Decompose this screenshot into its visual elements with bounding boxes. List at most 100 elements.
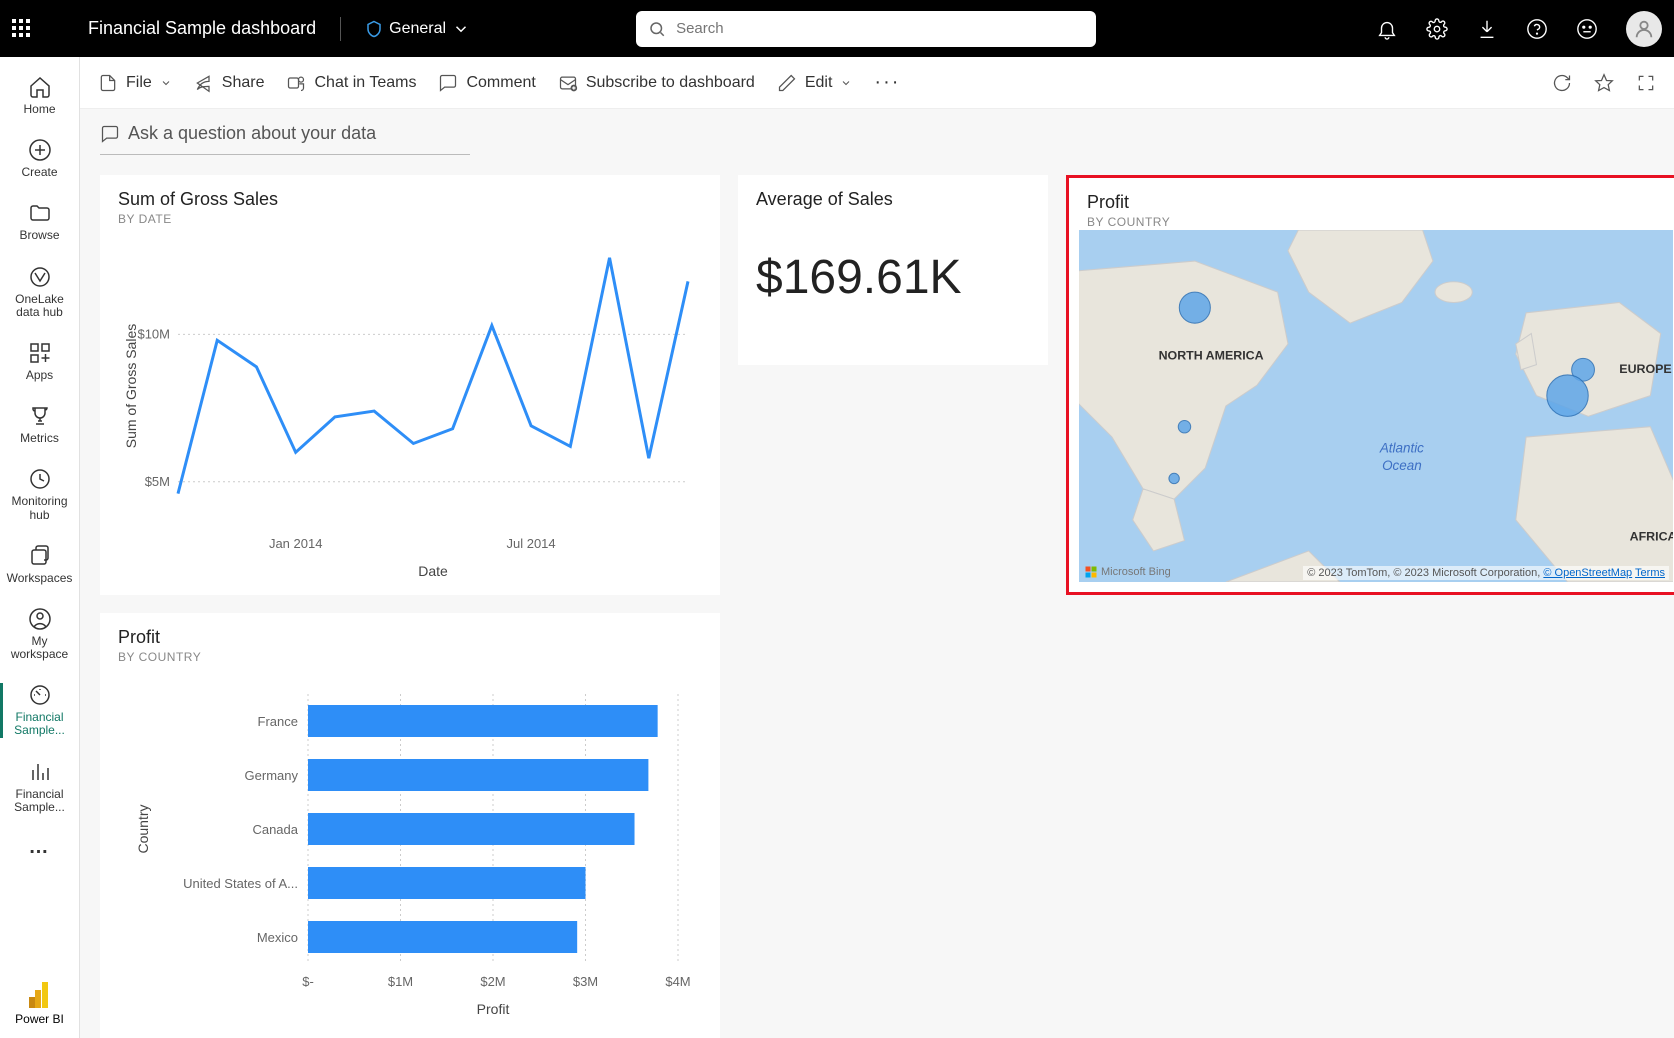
- chat-teams-button[interactable]: Chat in Teams: [286, 73, 416, 93]
- nav-financial-sample-report[interactable]: Financial Sample...: [5, 752, 75, 822]
- feedback-icon[interactable]: [1576, 18, 1598, 40]
- subscribe-button[interactable]: Subscribe to dashboard: [558, 73, 755, 93]
- create-icon: [28, 138, 52, 162]
- tile-profit-map[interactable]: Profit By Country NORTH AMERICAEUROPEAFR…: [1066, 175, 1674, 595]
- account-avatar[interactable]: [1626, 11, 1662, 47]
- comment-button[interactable]: Comment: [438, 73, 535, 93]
- comment-icon: [100, 124, 120, 144]
- nav-apps[interactable]: Apps: [5, 333, 75, 390]
- svg-text:$1M: $1M: [388, 974, 413, 989]
- svg-text:United States of A...: United States of A...: [183, 876, 298, 891]
- help-icon[interactable]: [1526, 18, 1548, 40]
- kpi-value: $169.61K: [756, 250, 1030, 305]
- nav-onelake[interactable]: OneLake data hub: [5, 257, 75, 327]
- left-nav: Home Create Browse OneLake data hub Apps…: [0, 57, 80, 1038]
- tile-grid: Sum of Gross Sales By Date $5M $10M Jan 20…: [100, 175, 1662, 1038]
- share-button[interactable]: Share: [194, 73, 265, 93]
- onelake-icon: [28, 265, 52, 289]
- svg-text:Germany: Germany: [245, 768, 299, 783]
- teams-icon: [286, 73, 306, 93]
- tile-gross-sales-line[interactable]: Sum of Gross Sales By Date $5M $10M Jan 20…: [100, 175, 720, 595]
- monitor-icon: [28, 467, 52, 491]
- svg-text:EUROPE: EUROPE: [1619, 362, 1671, 376]
- subscribe-icon: [558, 73, 578, 93]
- app-launcher-icon[interactable]: [12, 19, 32, 39]
- person-circle-icon: [28, 607, 52, 631]
- sensitivity-label[interactable]: General: [365, 20, 470, 38]
- nav-create[interactable]: Create: [5, 130, 75, 187]
- sensitivity-text: General: [389, 20, 446, 38]
- svg-text:$5M: $5M: [145, 474, 170, 489]
- search-box[interactable]: [636, 11, 1096, 47]
- refresh-icon[interactable]: [1552, 73, 1572, 93]
- terms-link[interactable]: Terms: [1635, 567, 1665, 579]
- person-icon: [1633, 18, 1655, 40]
- chevron-down-icon: [840, 77, 852, 89]
- nav-workspaces[interactable]: Workspaces: [5, 536, 75, 593]
- svg-text:Mexico: Mexico: [257, 930, 298, 945]
- trophy-icon: [28, 404, 52, 428]
- edit-menu[interactable]: Edit: [777, 73, 853, 93]
- nav-my-workspace[interactable]: My workspace: [5, 599, 75, 669]
- notifications-icon[interactable]: [1376, 18, 1398, 40]
- search-input[interactable]: [636, 11, 1096, 47]
- svg-text:Canada: Canada: [252, 822, 298, 837]
- qna-placeholder: Ask a question about your data: [128, 123, 376, 144]
- fullscreen-icon[interactable]: [1636, 73, 1656, 93]
- nav-browse[interactable]: Browse: [5, 193, 75, 250]
- nav-metrics[interactable]: Metrics: [5, 396, 75, 453]
- nav-home[interactable]: Home: [5, 67, 75, 124]
- nav-monitoring[interactable]: Monitoring hub: [5, 459, 75, 529]
- apps-icon: [28, 341, 52, 365]
- tile-subtitle: By Date: [118, 212, 702, 226]
- divider: [340, 17, 341, 41]
- nav-financial-sample-dashboard[interactable]: Financial Sample...: [5, 675, 75, 745]
- map-visual: NORTH AMERICAEUROPEAFRICAAtlanticOcean M…: [1079, 230, 1673, 582]
- toolbar: File Share Chat in Teams Comment Subscri…: [80, 57, 1674, 109]
- svg-text:$4M: $4M: [665, 974, 690, 989]
- file-menu[interactable]: File: [98, 73, 172, 93]
- qna-input[interactable]: Ask a question about your data: [100, 117, 470, 155]
- share-icon: [194, 73, 214, 93]
- download-icon[interactable]: [1476, 18, 1498, 40]
- tile-title: Profit: [118, 627, 702, 648]
- settings-icon[interactable]: [1426, 18, 1448, 40]
- comment-icon: [438, 73, 458, 93]
- nav-footer[interactable]: Power BI: [15, 982, 64, 1026]
- map-attribution: © 2023 TomTom, © 2023 Microsoft Corporat…: [1303, 566, 1669, 580]
- tile-profit-bar[interactable]: Profit By Country $-$1M$2M$3M$4MFranceGe…: [100, 613, 720, 1038]
- svg-text:Atlantic: Atlantic: [1379, 441, 1424, 456]
- chevron-down-icon: [452, 20, 470, 38]
- dashboard-title: Financial Sample dashboard: [88, 18, 316, 39]
- bing-logo: Microsoft Bing: [1085, 566, 1171, 578]
- svg-text:Sum of Gross Sales: Sum of Gross Sales: [123, 324, 139, 449]
- svg-text:$10M: $10M: [137, 326, 170, 341]
- bar-chart-icon: [28, 760, 52, 784]
- file-icon: [98, 73, 118, 93]
- osm-link[interactable]: © OpenStreetMap: [1543, 567, 1632, 579]
- svg-text:Jan 2014: Jan 2014: [269, 536, 323, 551]
- svg-text:Ocean: Ocean: [1382, 458, 1422, 473]
- shield-icon: [365, 20, 383, 38]
- svg-text:Date: Date: [418, 563, 448, 579]
- bar-chart: $-$1M$2M$3M$4MFranceGermanyCanadaUnited …: [118, 664, 702, 1024]
- home-icon: [28, 75, 52, 99]
- svg-text:Country: Country: [135, 804, 151, 853]
- topbar: Financial Sample dashboard General: [0, 0, 1674, 57]
- more-button[interactable]: ···: [874, 71, 900, 94]
- line-chart: $5M $10M Jan 2014 Jul 2014 Date Sum of Gross …: [118, 226, 702, 586]
- topbar-actions: [1376, 11, 1662, 47]
- favorite-icon[interactable]: [1594, 73, 1614, 93]
- tile-title: Profit: [1087, 192, 1665, 213]
- folder-icon: [28, 201, 52, 225]
- nav-more[interactable]: …: [21, 828, 59, 867]
- dashboard-canvas: Ask a question about your data Sum of Gr…: [80, 109, 1674, 1038]
- svg-text:AFRICA: AFRICA: [1630, 530, 1673, 544]
- tile-subtitle: By Country: [118, 650, 702, 664]
- tile-average-sales-kpi[interactable]: Average of Sales $169.61K: [738, 175, 1048, 365]
- svg-text:$3M: $3M: [573, 974, 598, 989]
- svg-text:France: France: [258, 714, 298, 729]
- powerbi-icon: [29, 982, 51, 1008]
- pencil-icon: [777, 73, 797, 93]
- svg-text:Jul 2014: Jul 2014: [506, 536, 555, 551]
